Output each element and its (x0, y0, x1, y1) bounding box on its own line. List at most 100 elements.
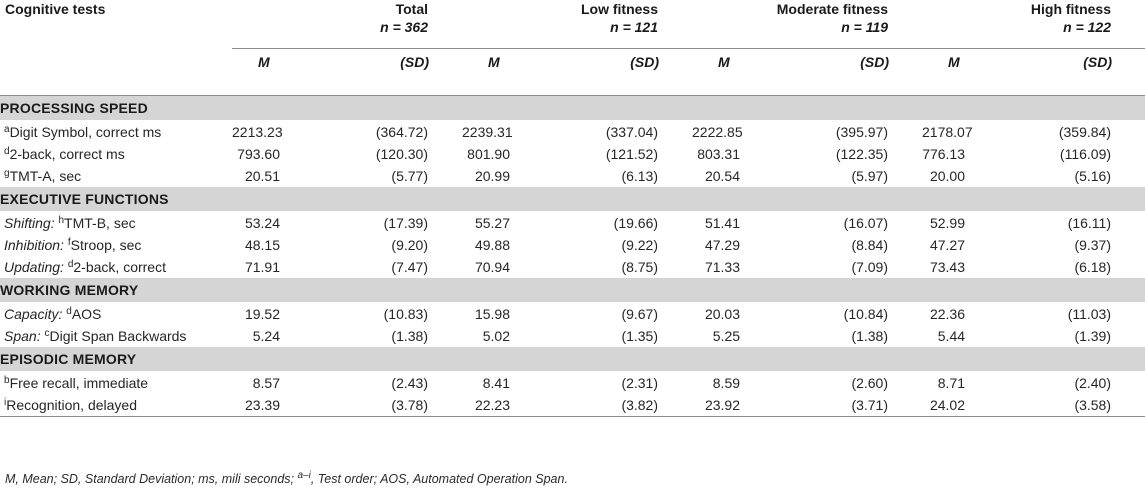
sd-value: (17.39) (383, 215, 428, 231)
section-title: WORKING MEMORY (0, 278, 1145, 303)
section-header-row: EPISODIC MEMORY (0, 347, 1145, 372)
table-row: Inhibition: fStroop, sec 48.15 (9.20) 49.88… (0, 234, 1145, 256)
subheader-sd: (SD) (1083, 54, 1113, 70)
mean-value: 23.39 (232, 394, 347, 417)
mean-value: 5.24 (252, 328, 280, 344)
mean-value: 20.54 (704, 168, 741, 184)
table-row: Capacity: dAOS 19.52 (10.83) 15.98 (9.67) 20.… (0, 303, 1145, 326)
sd-value: (122.35) (835, 146, 889, 162)
sd-value: (6.13) (621, 168, 659, 184)
group-header: Low fitness n = 121 (462, 0, 693, 49)
table-row: gTMT-A, sec 20.51 (5.77) 20.99 (6.13) 20.54 (5… (0, 165, 1145, 187)
test-order-superscript: c (44, 328, 50, 339)
test-name: Digit Symbol, correct ms (9, 124, 162, 140)
mean-value: 5.02 (482, 328, 510, 344)
table-row: Shifting: hTMT-B, sec 53.24 (17.39) 55.27 (1… (0, 212, 1145, 235)
sd-value: (10.84) (843, 306, 889, 322)
section-header-row: EXECUTIVE FUNCTIONS (0, 187, 1145, 212)
mean-value: 55.27 (474, 215, 510, 231)
cognitive-tests-table: Cognitive tests Total n = 362 Low fitness n… (0, 0, 1145, 417)
mean-value: 793.60 (237, 146, 280, 162)
mean-value: 2239.31 (462, 124, 513, 140)
test-label: gTMT-A, sec (0, 165, 232, 187)
corner-header: Cognitive tests (5, 1, 106, 17)
mean-value: 71.91 (244, 259, 280, 275)
test-label: Inhibition: fStroop, sec (0, 234, 232, 256)
section-title: PROCESSING SPEED (0, 95, 1145, 121)
test-name: AOS (71, 306, 102, 322)
group-n: n = 119 (841, 19, 889, 35)
table-row: iRecognition, delayed 23.39 (3.78) 22.23 (3.… (0, 394, 1145, 417)
mean-value: 49.88 (474, 237, 510, 253)
group-header: Total n = 362 (232, 0, 462, 49)
mean-value: 5.25 (712, 328, 741, 344)
mean-value: 803.31 (697, 146, 741, 162)
mean-value: 2213.23 (232, 124, 283, 140)
mean-value: 15.98 (474, 306, 510, 322)
group-n: n = 121 (610, 19, 659, 35)
test-order-superscript: g (4, 168, 10, 179)
mean-value: 52.99 (929, 215, 966, 231)
test-order-superscript: h (58, 215, 65, 226)
domain-prefix: Updating: (4, 259, 68, 275)
subheader-mean: M (718, 54, 730, 70)
sd-value: (19.66) (613, 215, 659, 231)
mean-value: 24.02 (922, 394, 1033, 417)
group-name: Low fitness (581, 1, 659, 17)
mean-value: 48.15 (244, 237, 280, 253)
sd-value: (121.52) (605, 146, 659, 162)
mean-value: 20.03 (704, 306, 741, 322)
section-title: EPISODIC MEMORY (0, 347, 1145, 372)
table-footnote: M, Mean; SD, Standard Deviation; ms, mil… (5, 470, 568, 487)
test-order-superscript: i (4, 397, 7, 408)
sd-value: (7.47) (391, 259, 428, 275)
test-label: d2-back, correct ms (0, 143, 232, 165)
footnote-text-rest: , Test order; AOS, Automated Operation S… (310, 472, 568, 486)
domain-prefix: Span: (4, 328, 45, 344)
mean-value: 8.57 (252, 375, 280, 391)
sd-value: (16.07) (843, 215, 889, 231)
test-name: Stroop, sec (70, 237, 142, 253)
test-name: 2-back, correct ms (9, 146, 125, 162)
table-row: Span: cDigit Span Backwards 5.24 (1.38) 5.0… (0, 325, 1145, 347)
table-row: d2-back, correct ms 793.60 (120.30) 801.90 (… (0, 143, 1145, 165)
test-name: TMT-A, sec (9, 168, 82, 184)
sd-value: (6.18) (1074, 259, 1112, 275)
mean-value: 8.41 (482, 375, 510, 391)
sd-value: (3.71) (807, 394, 923, 417)
sd-value: (5.16) (1074, 168, 1112, 184)
footnote-superscript: a–i (297, 470, 311, 481)
sd-value: (1.39) (1074, 328, 1112, 344)
sd-value: (1.38) (391, 328, 428, 344)
mean-value: 20.51 (244, 168, 280, 184)
group-header: Moderate fitness n = 119 (692, 0, 923, 49)
mean-value: 20.99 (474, 168, 510, 184)
header-gap (0, 81, 1145, 96)
test-label: Updating: d2-back, correct (0, 256, 232, 278)
test-order-superscript: f (67, 237, 71, 248)
sd-value: (7.09) (851, 259, 889, 275)
test-name: TMT-B, sec (64, 215, 136, 231)
test-name: 2-back, correct (73, 259, 166, 275)
subheader-blank (0, 49, 232, 82)
sd-value: (2.43) (391, 375, 428, 391)
footnote-text: M, Mean; SD, Standard Deviation; ms, mil… (5, 472, 298, 486)
mean-value: 19.52 (244, 306, 280, 322)
sd-value: (116.09) (1059, 146, 1112, 162)
mean-value: 801.90 (467, 146, 510, 162)
mean-value: 47.27 (929, 237, 966, 253)
group-n: n = 362 (380, 19, 428, 35)
mean-value: 70.94 (474, 259, 510, 275)
sd-value: (8.84) (851, 237, 889, 253)
sd-value: (16.11) (1067, 215, 1112, 231)
domain-prefix: Inhibition: (4, 237, 68, 253)
subheader-sd: (SD) (400, 54, 429, 70)
mean-value: 8.59 (712, 375, 741, 391)
group-header: High fitness n = 122 (922, 0, 1145, 49)
mean-value: 51.41 (704, 215, 741, 231)
table-row: bFree recall, immediate 8.57 (2.43) 8.41 (2.… (0, 372, 1145, 395)
test-order-superscript: d (66, 306, 72, 317)
sd-value: (359.84) (1058, 124, 1112, 140)
mean-value: 776.13 (922, 146, 966, 162)
